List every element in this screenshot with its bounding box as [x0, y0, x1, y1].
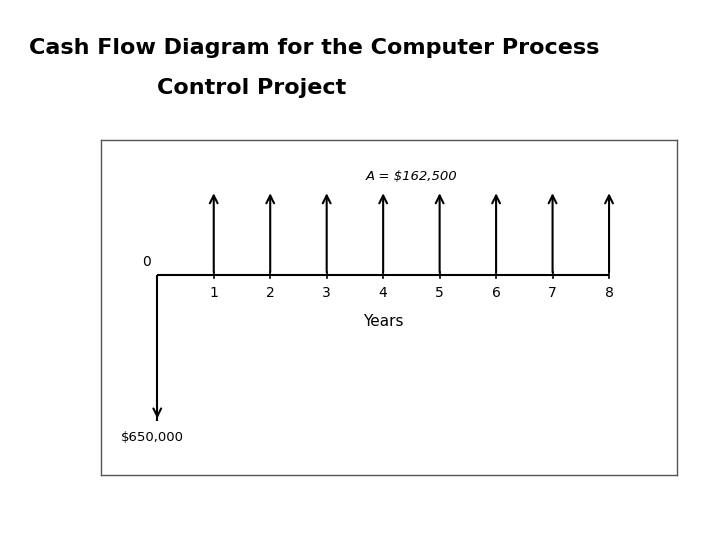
Text: th: th — [346, 507, 353, 512]
Text: ALWAYS LEARNING: ALWAYS LEARNING — [14, 513, 109, 522]
Text: Years: Years — [363, 314, 403, 328]
Text: $650,000: $650,000 — [120, 431, 184, 444]
Text: 5: 5 — [436, 286, 444, 300]
Text: 8: 8 — [605, 286, 613, 300]
Text: A = $162,500: A = $162,500 — [366, 170, 457, 183]
Text: 4: 4 — [379, 286, 387, 300]
Text: All Rights Reserved: All Rights Reserved — [428, 523, 510, 532]
Text: 2: 2 — [266, 286, 274, 300]
Text: edition: edition — [355, 508, 387, 517]
Text: 7: 7 — [548, 286, 557, 300]
Text: 0: 0 — [142, 255, 150, 269]
Text: 3: 3 — [323, 286, 331, 300]
Text: Control Project: Control Project — [158, 78, 346, 98]
Text: 1: 1 — [210, 286, 218, 300]
Text: Park: Park — [126, 523, 145, 532]
Text: Contemporary Engineering Economics, 6: Contemporary Engineering Economics, 6 — [126, 508, 297, 517]
Text: PEARSON: PEARSON — [652, 512, 720, 527]
Text: Copyright © 2016 by Pearson Education, Inc.: Copyright © 2016 by Pearson Education, I… — [428, 508, 618, 517]
Text: Cash Flow Diagram for the Computer Process: Cash Flow Diagram for the Computer Proce… — [29, 38, 599, 58]
Text: 6: 6 — [492, 286, 500, 300]
